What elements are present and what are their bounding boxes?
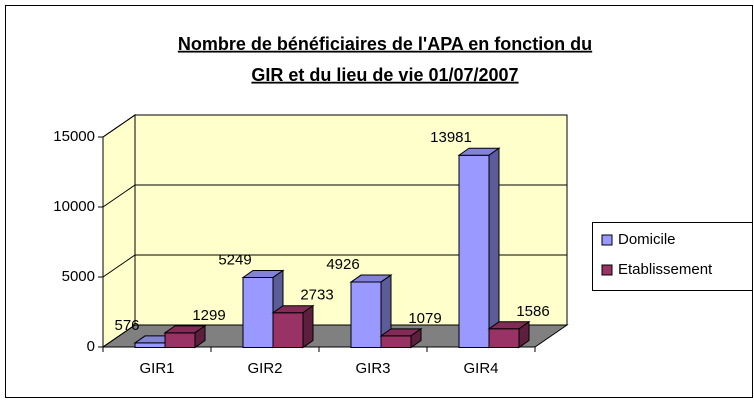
bar-face bbox=[410, 327, 422, 349]
bar-face bbox=[134, 342, 166, 348]
bar bbox=[457, 147, 501, 349]
grid-line bbox=[102, 254, 567, 278]
bar-face bbox=[488, 147, 500, 349]
grid-line bbox=[102, 184, 567, 208]
bar bbox=[271, 304, 315, 349]
y-tick-label: 5000 bbox=[62, 268, 95, 285]
bar-face bbox=[164, 332, 196, 348]
bar-face bbox=[518, 320, 530, 349]
bar-face bbox=[194, 324, 206, 349]
bar bbox=[349, 274, 393, 349]
data-label: 5249 bbox=[218, 251, 251, 268]
data-label: 1299 bbox=[192, 307, 225, 324]
bar-face bbox=[380, 335, 412, 348]
legend-swatch bbox=[601, 234, 613, 246]
bar bbox=[487, 320, 531, 349]
grid-line bbox=[102, 324, 567, 348]
x-tick-label: GIR1 bbox=[139, 360, 174, 377]
data-label: 1079 bbox=[408, 310, 441, 327]
data-label: 13981 bbox=[430, 129, 472, 146]
legend-label: Etablissement bbox=[618, 261, 713, 278]
y-tick-label: 0 bbox=[87, 338, 95, 355]
y-tick-label: 15000 bbox=[53, 128, 95, 145]
x-tick-label: GIR4 bbox=[463, 360, 498, 377]
x-tick-label: GIR3 bbox=[355, 360, 390, 377]
data-label: 4926 bbox=[326, 256, 359, 273]
x-tick-label: GIR2 bbox=[247, 360, 282, 377]
legend-swatch bbox=[601, 264, 613, 276]
bar-face bbox=[272, 312, 304, 348]
side-wall bbox=[102, 114, 136, 348]
legend-label: Domicile bbox=[618, 231, 676, 248]
bar-face bbox=[242, 277, 274, 348]
bar-face bbox=[488, 328, 520, 348]
data-label: 1586 bbox=[516, 303, 549, 320]
legend bbox=[592, 222, 753, 291]
bar-face bbox=[350, 281, 382, 348]
y-tick-label: 10000 bbox=[53, 198, 95, 215]
data-label: 2733 bbox=[300, 287, 333, 304]
chart-subtitle: GIR et du lieu de vie 01/07/2007 bbox=[251, 65, 518, 85]
grid-line bbox=[102, 114, 567, 138]
bar-face bbox=[458, 154, 490, 348]
bar bbox=[379, 327, 423, 349]
bar bbox=[163, 324, 207, 349]
data-label: 576 bbox=[114, 317, 139, 334]
chart-title: Nombre de bénéficiaires de l'APA en fonc… bbox=[178, 34, 592, 54]
bar-face bbox=[302, 304, 314, 349]
